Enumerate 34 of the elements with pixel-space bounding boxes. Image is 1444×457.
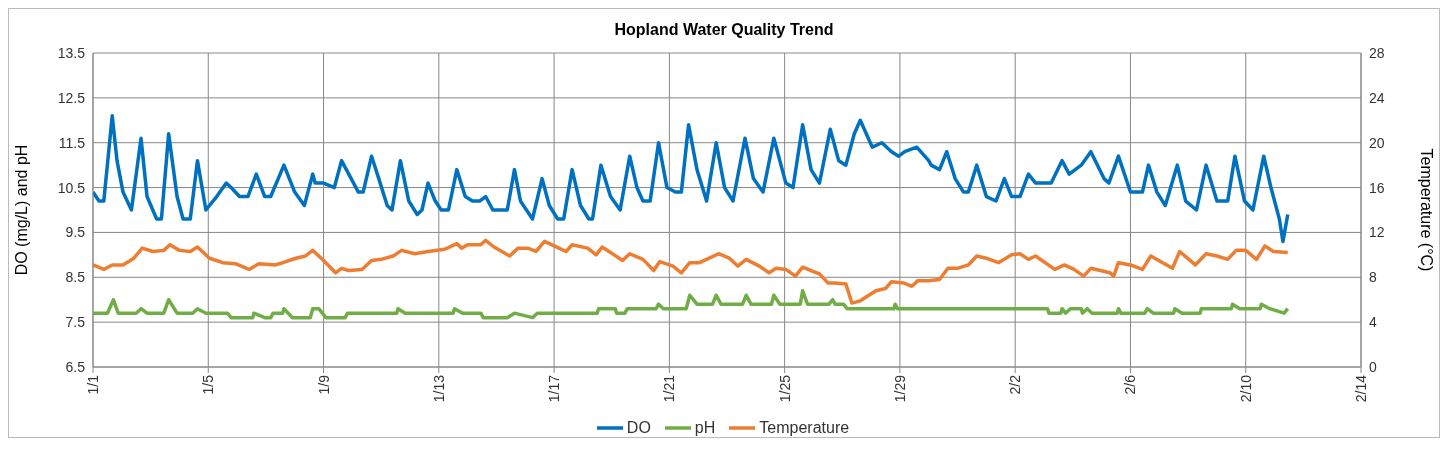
x-tick-label: 1/9 [315,374,332,395]
x-tick-label: 2/14 [1353,374,1369,403]
y-tick-label: 7.5 [65,314,86,331]
legend-label: DO [626,419,651,437]
y-tick-label: 11.5 [58,134,86,151]
y-tick-label: 12.5 [57,89,86,106]
x-tick-label: 1/29 [891,374,908,403]
y-tick-label: 10.5 [57,179,86,196]
y2-tick-label: 24 [1369,89,1385,106]
y-tick-label: 8.5 [65,269,86,286]
y2-tick-label: 20 [1369,134,1385,151]
x-tick-label: 1/5 [200,374,217,395]
y-axis-title: DO (mg/L) and pH [12,144,30,276]
x-tick-label: 1/13 [430,374,447,403]
x-tick-label: 1/17 [546,374,563,403]
y2-tick-label: 8 [1369,269,1377,286]
y2-tick-label: 16 [1369,179,1385,196]
x-tick-label: 1/21 [661,374,678,403]
chart-title: Hopland Water Quality Trend [613,20,835,40]
y2-tick-label: 4 [1369,314,1377,331]
x-tick-label: 1/1 [85,374,101,395]
y-tick-label: 13.5 [57,44,86,61]
y2-tick-label: 28 [1369,44,1385,61]
y-tick-label: 6.5 [65,358,86,375]
x-tick-label: 2/2 [1007,374,1024,395]
y2-tick-label: 0 [1369,358,1377,375]
x-tick-label: 1/25 [776,374,793,403]
x-tick-label: 2/6 [1122,374,1139,395]
y2-tick-label: 12 [1369,224,1385,241]
legend-label: Temperature [759,419,850,437]
y2-axis-title: Temperature (°C) [1418,148,1436,272]
legend-label: pH [694,419,716,437]
x-tick-label: 2/10 [1237,374,1254,403]
y-tick-label: 9.5 [65,224,86,241]
